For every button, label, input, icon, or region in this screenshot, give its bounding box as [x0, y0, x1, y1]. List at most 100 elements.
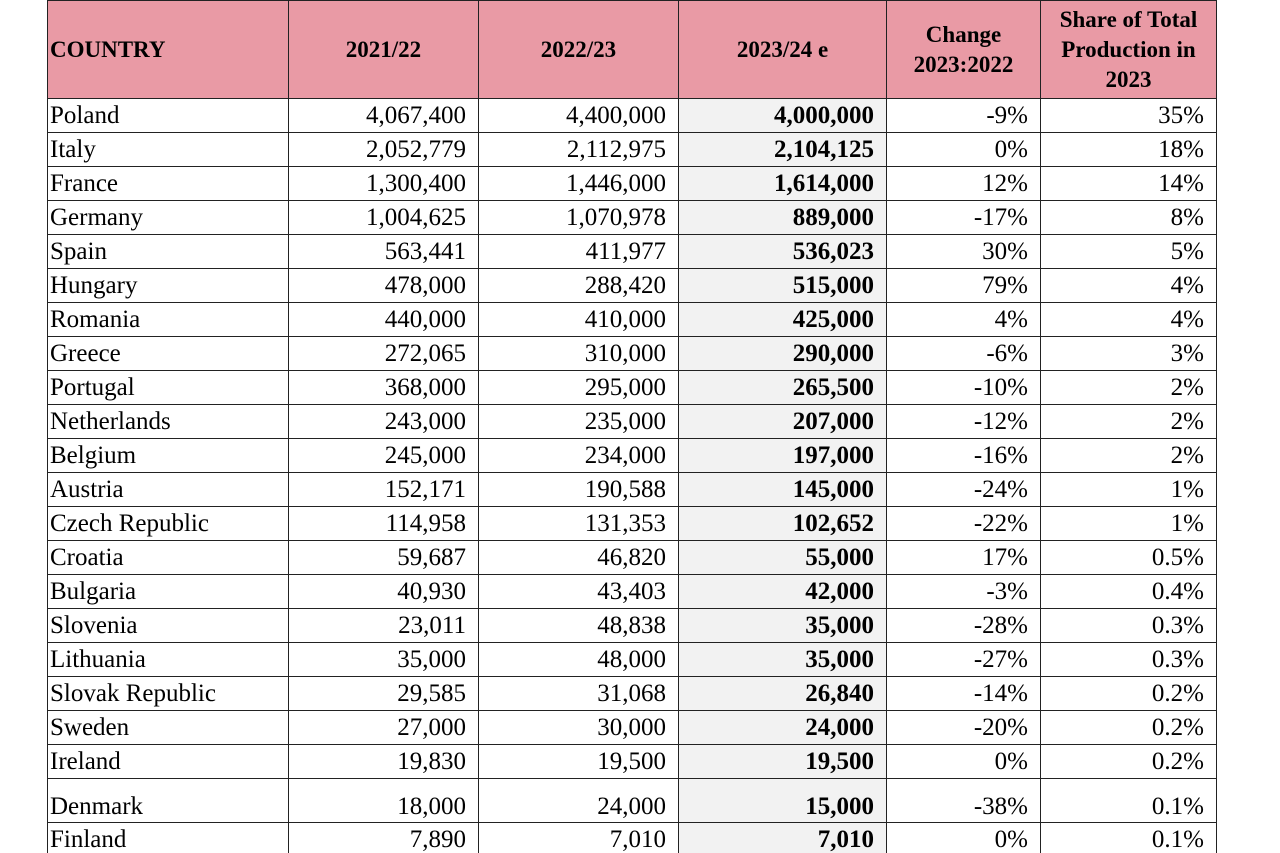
value-cell: 19,500 [678, 744, 887, 779]
value-cell: 1,070,978 [478, 200, 679, 235]
value-cell: 288,420 [478, 268, 679, 303]
value-cell: 31,068 [478, 676, 679, 711]
value-cell: 235,000 [478, 404, 679, 439]
value-cell: 14% [1040, 166, 1217, 201]
value-cell: 145,000 [678, 472, 887, 507]
country-cell: Greece [47, 336, 289, 371]
value-cell: 55,000 [678, 540, 887, 575]
value-cell: 197,000 [678, 438, 887, 473]
table-row: Austria 152,171 190,588 145,000 -24% 1% [47, 472, 1217, 507]
value-cell: 190,588 [478, 472, 679, 507]
value-cell: 411,977 [478, 234, 679, 269]
table-row: Spain 563,441 411,977 536,023 30% 5% [47, 234, 1217, 269]
value-cell: 207,000 [678, 404, 887, 439]
value-cell: 42,000 [678, 574, 887, 609]
table-row: Poland 4,067,400 4,400,000 4,000,000 -9% 35% [47, 98, 1217, 133]
value-cell: 114,958 [288, 506, 479, 541]
value-cell: 290,000 [678, 336, 887, 371]
country-cell: Slovak Republic [47, 676, 289, 711]
value-cell: 4% [1040, 268, 1217, 303]
value-cell: 0% [886, 822, 1041, 853]
value-cell: -12% [886, 404, 1041, 439]
value-cell: 2,104,125 [678, 132, 887, 167]
country-cell: Slovenia [47, 608, 289, 643]
value-cell: 0% [886, 132, 1041, 167]
header-row: COUNTRY 2021/22 2022/23 2023/24 e Change 202… [47, 0, 1217, 99]
value-cell: 48,000 [478, 642, 679, 677]
country-cell: Finland [47, 822, 289, 853]
table-row: Sweden 27,000 30,000 24,000 -20% 0.2% [47, 710, 1217, 745]
value-cell: 536,023 [678, 234, 887, 269]
value-cell: 35,000 [288, 642, 479, 677]
value-cell: 30% [886, 234, 1041, 269]
header-cell: 2023/24 e [678, 0, 887, 99]
table-row: Bulgaria 40,930 43,403 42,000 -3% 0.4% [47, 574, 1217, 609]
country-cell: Austria [47, 472, 289, 507]
value-cell: 35,000 [678, 608, 887, 643]
table-row: Romania 440,000 410,000 425,000 4% 4% [47, 302, 1217, 337]
header-cell: Change 2023:2022 [886, 0, 1041, 99]
country-cell: Sweden [47, 710, 289, 745]
value-cell: 0.1% [1040, 778, 1217, 823]
value-cell: 12% [886, 166, 1041, 201]
header-cell: 2022/23 [478, 0, 679, 99]
value-cell: 8% [1040, 200, 1217, 235]
value-cell: 79% [886, 268, 1041, 303]
value-cell: 272,065 [288, 336, 479, 371]
table-row: Greece 272,065 310,000 290,000 -6% 3% [47, 336, 1217, 371]
value-cell: 43,403 [478, 574, 679, 609]
value-cell: 425,000 [678, 302, 887, 337]
country-cell: Italy [47, 132, 289, 167]
country-cell: Poland [47, 98, 289, 133]
value-cell: 0.2% [1040, 710, 1217, 745]
value-cell: 0.1% [1040, 822, 1217, 853]
value-cell: 7,010 [478, 822, 679, 853]
value-cell: 1,300,400 [288, 166, 479, 201]
value-cell: 29,585 [288, 676, 479, 711]
value-cell: -20% [886, 710, 1041, 745]
value-cell: 4% [886, 302, 1041, 337]
country-cell: Romania [47, 302, 289, 337]
value-cell: 368,000 [288, 370, 479, 405]
value-cell: 27,000 [288, 710, 479, 745]
country-cell: France [47, 166, 289, 201]
value-cell: 7,890 [288, 822, 479, 853]
value-cell: -3% [886, 574, 1041, 609]
value-cell: 17% [886, 540, 1041, 575]
value-cell: 243,000 [288, 404, 479, 439]
table-row: Slovak Republic 29,585 31,068 26,840 -14% 0.2… [47, 676, 1217, 711]
country-cell: Portugal [47, 370, 289, 405]
value-cell: 2,052,779 [288, 132, 479, 167]
value-cell: -28% [886, 608, 1041, 643]
value-cell: 18% [1040, 132, 1217, 167]
value-cell: 440,000 [288, 302, 479, 337]
value-cell: -22% [886, 506, 1041, 541]
value-cell: 478,000 [288, 268, 479, 303]
value-cell: 234,000 [478, 438, 679, 473]
table-row: Croatia 59,687 46,820 55,000 17% 0.5% [47, 540, 1217, 575]
value-cell: 2% [1040, 404, 1217, 439]
value-cell: 102,652 [678, 506, 887, 541]
value-cell: 7,010 [678, 822, 887, 853]
table-row: Finland 7,890 7,010 7,010 0% 0.1% [47, 822, 1217, 853]
value-cell: 35% [1040, 98, 1217, 133]
table-row: Germany 1,004,625 1,070,978 889,000 -17% 8% [47, 200, 1217, 235]
value-cell: 152,171 [288, 472, 479, 507]
value-cell: 2% [1040, 370, 1217, 405]
value-cell: 0.2% [1040, 676, 1217, 711]
value-cell: -10% [886, 370, 1041, 405]
table-row: Portugal 368,000 295,000 265,500 -10% 2% [47, 370, 1217, 405]
value-cell: 18,000 [288, 778, 479, 823]
value-cell: 24,000 [478, 778, 679, 823]
table-row: Hungary 478,000 288,420 515,000 79% 4% [47, 268, 1217, 303]
value-cell: 295,000 [478, 370, 679, 405]
header-cell: Share of Total Production in 2023 [1040, 0, 1217, 99]
value-cell: 0% [886, 744, 1041, 779]
country-cell: Hungary [47, 268, 289, 303]
value-cell: 0.4% [1040, 574, 1217, 609]
table-row: Denmark 18,000 24,000 15,000 -38% 0.1% [47, 778, 1217, 823]
value-cell: 1% [1040, 472, 1217, 507]
value-cell: 563,441 [288, 234, 479, 269]
value-cell: 0.3% [1040, 642, 1217, 677]
